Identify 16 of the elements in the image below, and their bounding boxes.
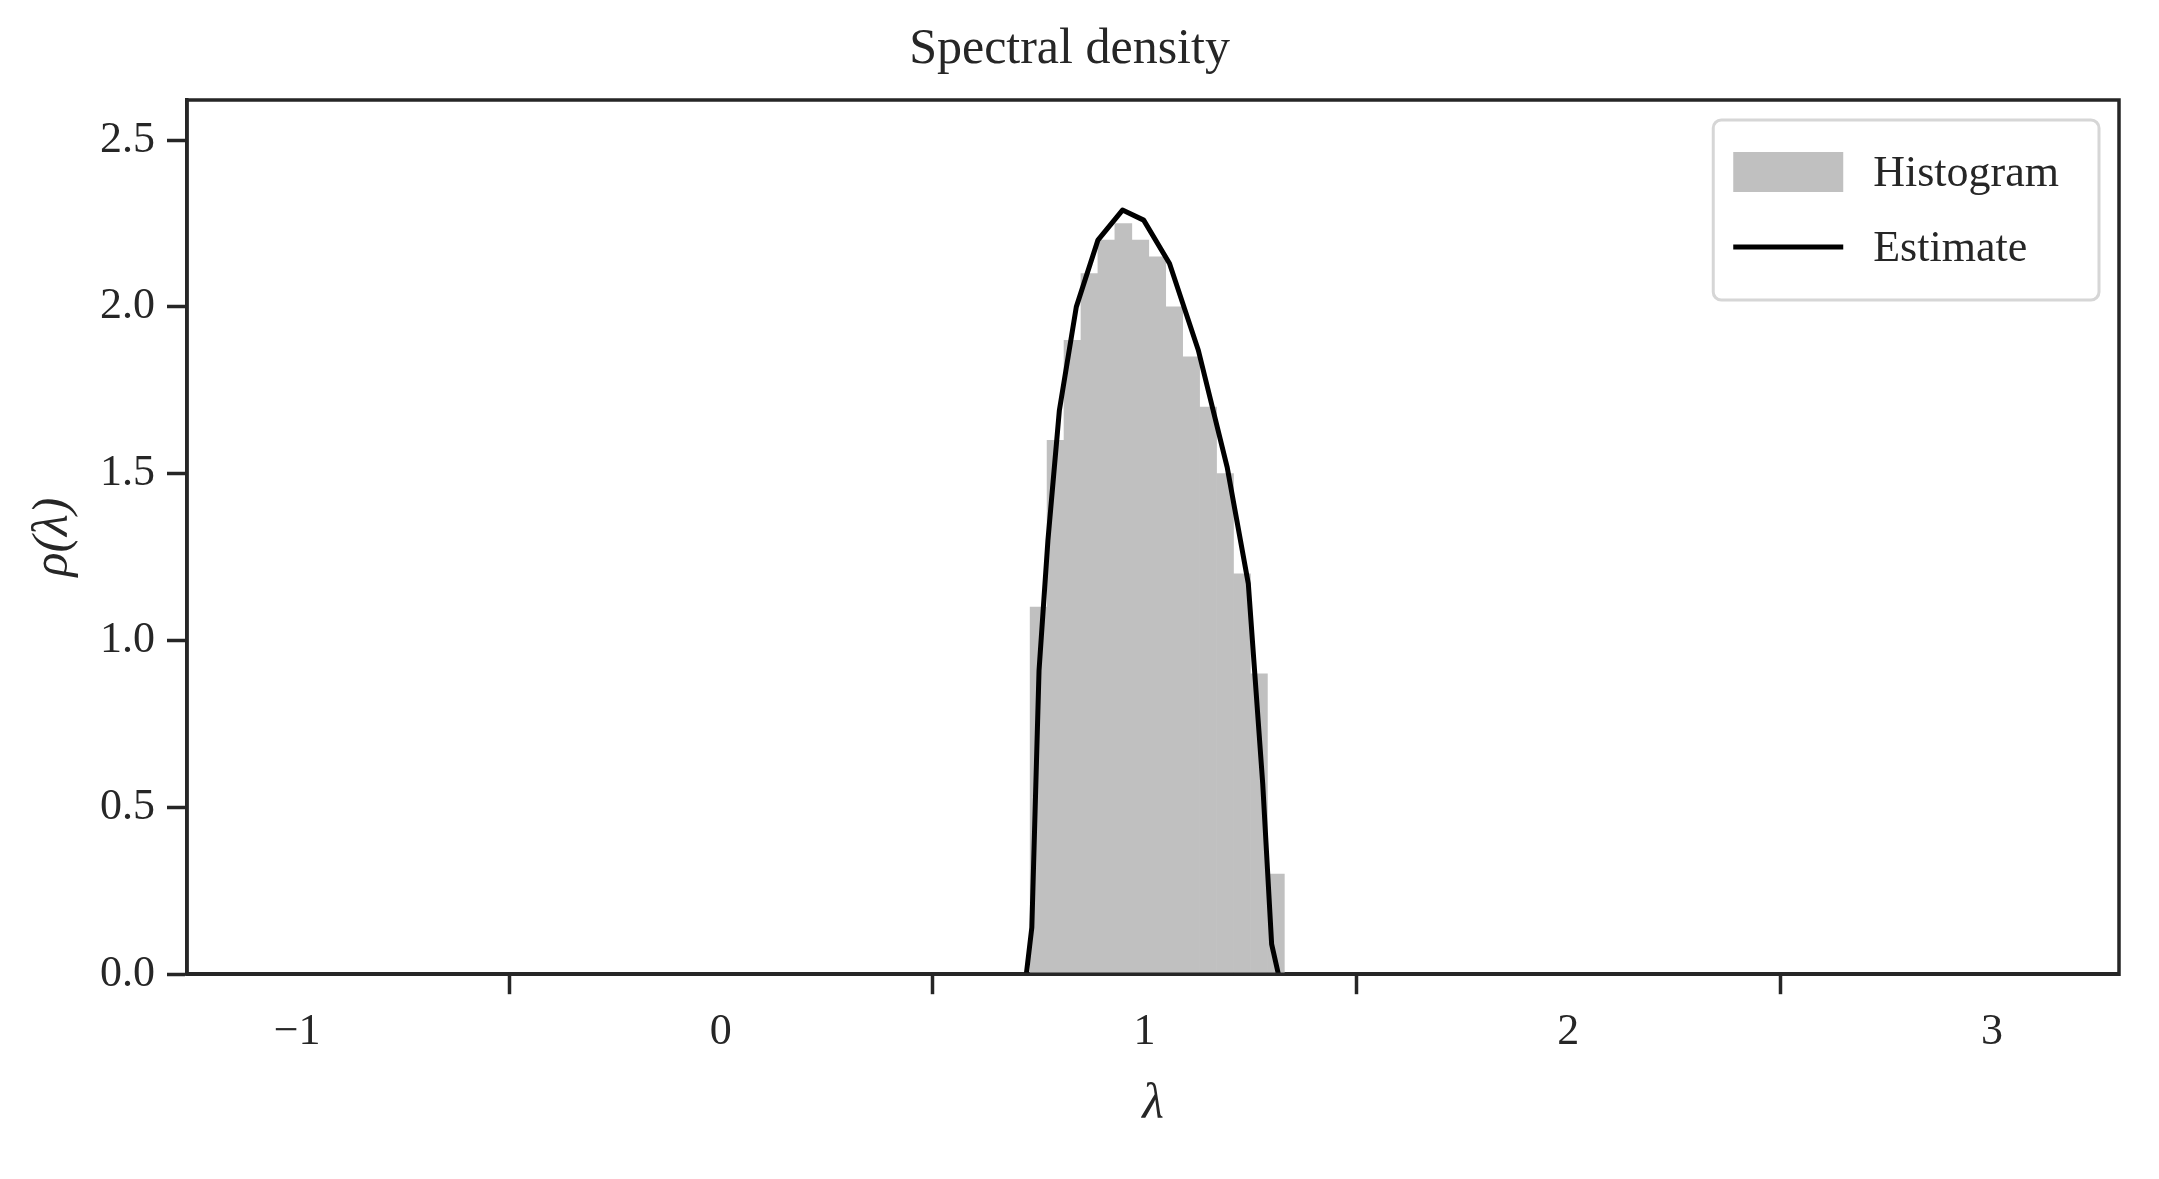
y-tick-label: 0.5 <box>100 779 155 829</box>
y-tick-label: 0.0 <box>100 946 155 996</box>
y-tick-label: 2.0 <box>100 279 155 329</box>
y-axis-title: ρ(λ) <box>22 497 79 579</box>
legend-label: Histogram <box>1873 146 2060 196</box>
chart-title: Spectral density <box>909 18 1230 75</box>
legend-label: Estimate <box>1873 221 2028 271</box>
x-tick-label: 0 <box>709 1005 732 1055</box>
x-tick-label: −1 <box>273 1005 321 1055</box>
y-tick-label: 2.5 <box>100 112 155 162</box>
x-axis-title: λ <box>1140 1073 1164 1130</box>
y-tick-label: 1.5 <box>100 446 155 496</box>
y-tick-label: 1.0 <box>100 613 155 663</box>
x-tick-label: 2 <box>1557 1005 1580 1055</box>
x-tick-label: 3 <box>1980 1005 2003 1055</box>
x-tick-label: 1 <box>1133 1005 1156 1055</box>
